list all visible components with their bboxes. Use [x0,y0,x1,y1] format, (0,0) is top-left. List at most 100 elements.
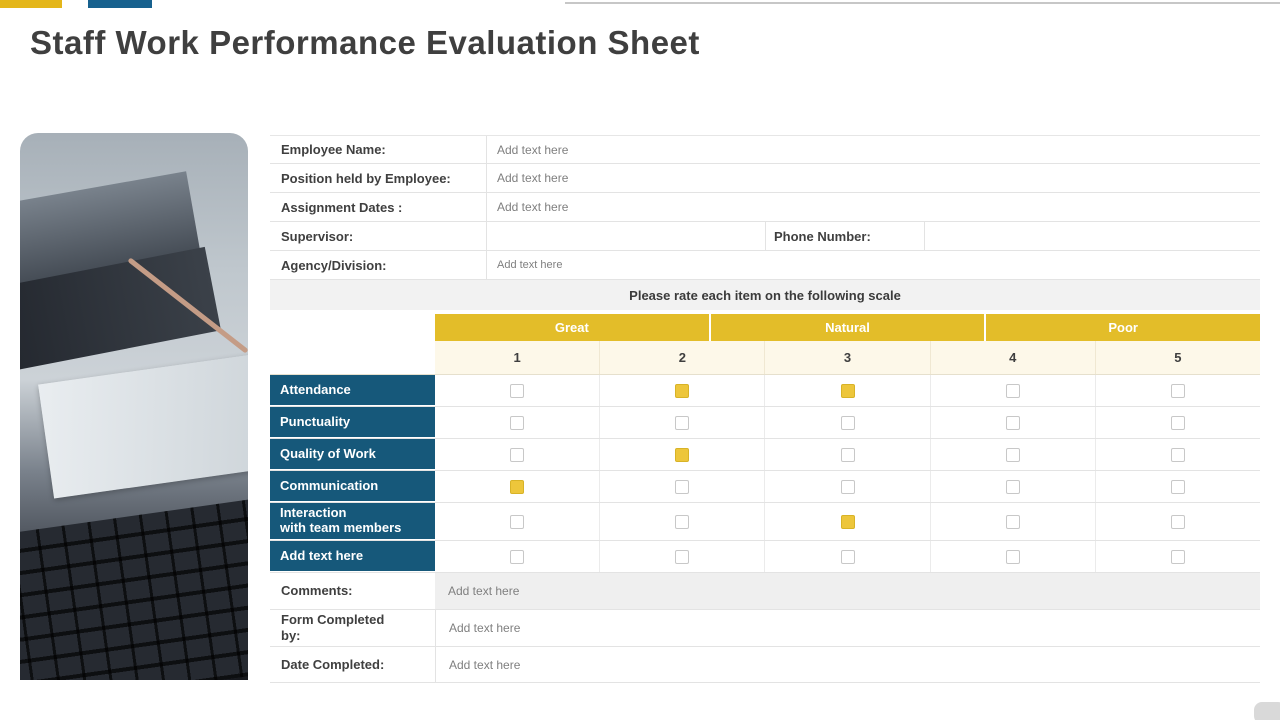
criteria-label: Punctuality [270,407,435,438]
rating-checkbox[interactable] [1005,447,1020,462]
rating-cell [929,471,1095,502]
rating-cell [764,471,929,502]
scale-label-great: Great [435,314,709,341]
corner-shape [1254,702,1280,720]
rating-checkbox[interactable] [510,383,525,398]
rating-checkbox[interactable] [1005,514,1020,529]
rating-cell [599,439,764,470]
evaluation-form: Employee Name: Add text here Position he… [270,135,1261,683]
rating-cell [764,407,929,438]
rating-number-4: 4 [929,341,1095,374]
form-completed-label-text: Form Completed by: [281,612,385,643]
form-row: Agency/Division: Add text here [270,251,1260,280]
rating-checkbox[interactable] [1005,549,1020,564]
rating-checkbox[interactable] [675,549,690,564]
rating-checkbox[interactable] [510,514,525,529]
rating-cell [435,541,599,572]
agency-division-value[interactable]: Add text here [497,259,563,271]
supervisor-value[interactable] [487,222,765,250]
rating-checkbox[interactable] [675,447,690,462]
comments-value[interactable]: Add text here [435,573,1260,609]
rating-checkbox[interactable] [1170,479,1185,494]
rating-checkbox[interactable] [510,549,525,564]
date-completed-value[interactable]: Add text here [435,647,1260,682]
rating-number-1: 1 [435,341,600,374]
rating-scale-header: Great Natural Poor [270,314,1261,341]
rating-cell [599,375,764,406]
phone-number-value[interactable] [925,222,1260,250]
rating-checkbox[interactable] [1170,447,1185,462]
rating-checkbox[interactable] [840,514,855,529]
rating-checkbox[interactable] [675,383,690,398]
date-completed-row: Date Completed: Add text here [270,647,1260,683]
form-row: Assignment Dates : Add text here [270,193,1260,222]
rating-checkbox[interactable] [510,447,525,462]
rating-cell [929,503,1095,540]
criteria-label[interactable]: Add text here [270,541,435,572]
rating-checkbox[interactable] [675,514,690,529]
rating-checkbox[interactable] [1170,549,1185,564]
comments-row: Comments: Add text here [270,573,1260,610]
criteria-label-text: Attendance [280,381,351,397]
page-title: Staff Work Performance Evaluation Sheet [30,24,700,61]
rating-checkbox[interactable] [510,415,525,430]
supervisor-label: Supervisor: [270,222,487,250]
position-value[interactable]: Add text here [497,171,569,185]
rating-cell [599,471,764,502]
rating-checkbox[interactable] [1170,514,1185,529]
form-row: Supervisor: Phone Number: [270,222,1260,251]
rating-checkbox[interactable] [1005,479,1020,494]
comments-label-text: Comments: [281,583,353,599]
form-completed-value[interactable]: Add text here [435,610,1260,646]
position-label: Position held by Employee: [270,164,487,192]
rating-checkbox[interactable] [1005,383,1020,398]
scale-label-natural: Natural [710,314,985,341]
rating-cell [929,541,1095,572]
rating-number-5: 5 [1094,341,1261,374]
rating-checkbox[interactable] [1005,415,1020,430]
criteria-row-communication: Communication [270,471,1260,503]
rating-checkbox[interactable] [1170,415,1185,430]
criteria-label: Quality of Work [270,439,435,470]
rating-cell [764,503,929,540]
rating-checkbox[interactable] [840,549,855,564]
photo-notepad [38,352,248,499]
rating-number-3: 3 [764,341,930,374]
scale-spacer [270,314,435,341]
employee-name-value[interactable]: Add text here [497,142,569,157]
assignment-dates-value[interactable]: Add text here [497,200,569,214]
rating-cell [435,375,599,406]
rating-checkbox[interactable] [840,479,855,494]
rating-checkbox[interactable] [675,479,690,494]
agency-division-label: Agency/Division: [270,251,487,279]
rating-checkbox[interactable] [840,415,855,430]
date-completed-label-text: Date Completed: [281,656,385,672]
rating-cell [1094,407,1260,438]
rating-checkbox[interactable] [840,383,855,398]
form-row: Employee Name: Add text here [270,135,1260,164]
phone-number-label: Phone Number: [765,222,925,250]
assignment-dates-label: Assignment Dates : [270,193,487,221]
rating-checkbox[interactable] [840,447,855,462]
comments-label: Comments: [270,573,435,609]
criteria-row-attendance: Attendance [270,375,1260,407]
criteria-label-text: Interaction with team members [280,505,402,535]
rating-cell [764,541,929,572]
criteria-label-text: Punctuality [280,413,351,429]
photo-keyboard [20,494,248,680]
criteria-row-quality-of-work: Quality of Work [270,439,1260,471]
number-spacer [270,341,435,374]
rating-checkbox[interactable] [675,415,690,430]
rating-number-2: 2 [599,341,765,374]
rating-cell [1094,375,1260,406]
criteria-row-interaction: Interaction with team members [270,503,1260,541]
scale-label-poor: Poor [986,314,1261,341]
rating-checkbox[interactable] [1170,383,1185,398]
rating-cell [435,471,599,502]
rating-number-header: 1 2 3 4 5 [270,341,1261,375]
criteria-row-custom: Add text here [270,541,1260,573]
rating-cell [435,503,599,540]
criteria-label-text: Communication [280,477,379,493]
rating-checkbox[interactable] [510,479,525,494]
rating-cell [929,375,1095,406]
